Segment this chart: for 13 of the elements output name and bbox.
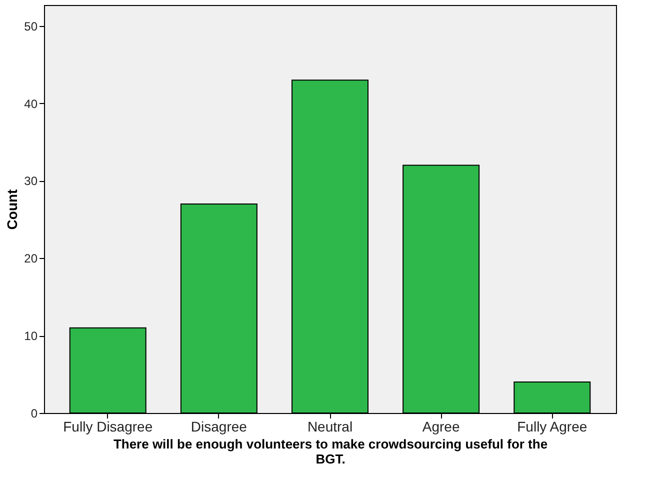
y-tick-label: 50 — [24, 19, 38, 34]
x-tick-label: Fully Disagree — [63, 418, 153, 434]
x-tick-label: Disagree — [190, 418, 248, 434]
x-tick-label: Neutral — [307, 418, 353, 434]
x-tick-label: Agree — [422, 418, 460, 434]
y-tick-label: 20 — [24, 252, 38, 266]
y-tick-label: 30 — [24, 174, 38, 188]
x-tick-label: Fully Agree — [517, 418, 588, 434]
y-tick-label: 40 — [24, 96, 38, 111]
x-axis-title: There will be enough volunteers to make crowdsourcing useful for the BGT. — [113, 436, 548, 466]
y-axis-title: Count — [4, 188, 20, 230]
y-tick-label: 10 — [24, 329, 38, 344]
y-tick-label: 0 — [30, 406, 38, 420]
